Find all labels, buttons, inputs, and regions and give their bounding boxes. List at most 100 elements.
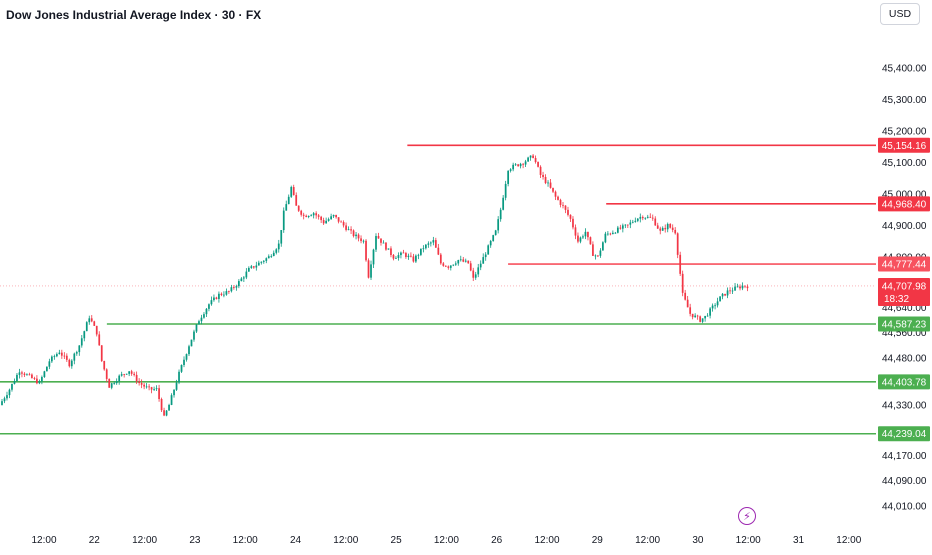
candle-body [462, 259, 465, 262]
candle-body [93, 321, 96, 326]
resistance-level-badge [878, 137, 930, 153]
candle-body [143, 384, 145, 387]
candle-body [23, 373, 26, 375]
candle-body [21, 372, 23, 374]
candle-body [38, 381, 41, 384]
candle-body [395, 257, 397, 259]
candle-body [41, 377, 43, 382]
candle-body [626, 224, 629, 226]
candle-body [165, 410, 168, 416]
candle-body [631, 221, 634, 223]
candle-body [195, 324, 198, 332]
y-tick-label: 45,200.00 [882, 126, 927, 137]
x-tick-label: 30 [692, 535, 704, 546]
candle-body [75, 352, 78, 354]
candle-body [624, 224, 627, 226]
candle-body [242, 277, 245, 279]
candle-body [188, 346, 190, 355]
candle-body [429, 242, 432, 244]
candle-body [380, 238, 382, 243]
candle-body [706, 315, 709, 317]
y-tick-label: 44,010.00 [882, 501, 927, 512]
candle-body [744, 285, 746, 287]
candle-body [367, 260, 370, 278]
candle-body [352, 230, 355, 237]
candle-body [312, 213, 315, 216]
candle-body [382, 242, 385, 244]
candle-body [63, 355, 66, 357]
candle-body [28, 374, 31, 376]
candle-body [292, 187, 295, 196]
candle-body [656, 225, 659, 229]
candle-body [325, 220, 328, 224]
candle-body [370, 264, 372, 278]
candle-body [734, 286, 736, 291]
currency-button[interactable]: USD [880, 3, 920, 25]
candle-body [676, 233, 679, 255]
candle-body [140, 383, 143, 385]
candle-body [704, 315, 706, 319]
candle-body [372, 249, 375, 265]
candle-body [153, 389, 155, 390]
candle-body [454, 263, 457, 265]
candle-body [487, 245, 490, 255]
candle-body [302, 214, 305, 216]
candle-body [616, 227, 619, 233]
candle-body [95, 325, 98, 335]
candle-body [602, 242, 604, 251]
chart-title: Dow Jones Industrial Average Index · 30 … [6, 8, 262, 22]
candle-body [482, 257, 485, 264]
candle-body [639, 216, 642, 219]
candle-body [235, 286, 238, 288]
candle-body [666, 223, 669, 230]
candle-body [118, 375, 121, 382]
candle-body [68, 359, 71, 367]
candle-body [185, 354, 188, 360]
candle-body [160, 399, 163, 411]
level-badge-label: 44,403.78 [882, 377, 927, 388]
candle-body [180, 365, 183, 372]
level-badge-label: 44,777.44 [882, 260, 927, 271]
candle-body [467, 260, 470, 264]
candle-body [469, 263, 472, 271]
candle-body [731, 290, 734, 292]
candle-body [8, 389, 11, 396]
candle-body [537, 162, 539, 167]
candle-body [108, 378, 111, 388]
candle-body [100, 345, 103, 361]
x-tick-label: 12:00 [333, 535, 358, 546]
candle-body [113, 383, 116, 384]
candle-body [664, 227, 667, 230]
candle-body [90, 318, 93, 322]
candle-body [499, 209, 502, 220]
candle-body [332, 214, 335, 217]
candle-body [365, 240, 367, 261]
candle-body [449, 265, 452, 268]
candle-body [103, 360, 106, 370]
candle-body [220, 293, 223, 295]
candle-body [65, 355, 68, 360]
lightning-bolt-icon[interactable]: ⚡ [738, 507, 756, 525]
candle-body [385, 242, 387, 250]
candle-body [641, 216, 644, 219]
candle-body [148, 386, 150, 388]
candle-body [237, 281, 240, 287]
candle-body [295, 195, 298, 206]
candle-body [716, 301, 719, 306]
candle-body [519, 163, 522, 167]
candle-body [609, 233, 612, 235]
candle-body [48, 361, 51, 367]
candle-body [128, 371, 131, 374]
candle-body [522, 163, 524, 165]
candle-body [110, 383, 113, 388]
candle-body [611, 232, 614, 234]
candle-body [133, 373, 136, 375]
candle-body [514, 164, 517, 166]
candle-body [701, 318, 704, 322]
candle-body [729, 290, 731, 292]
candle-body [155, 388, 158, 390]
candle-body [696, 315, 699, 317]
candle-body [634, 220, 637, 222]
